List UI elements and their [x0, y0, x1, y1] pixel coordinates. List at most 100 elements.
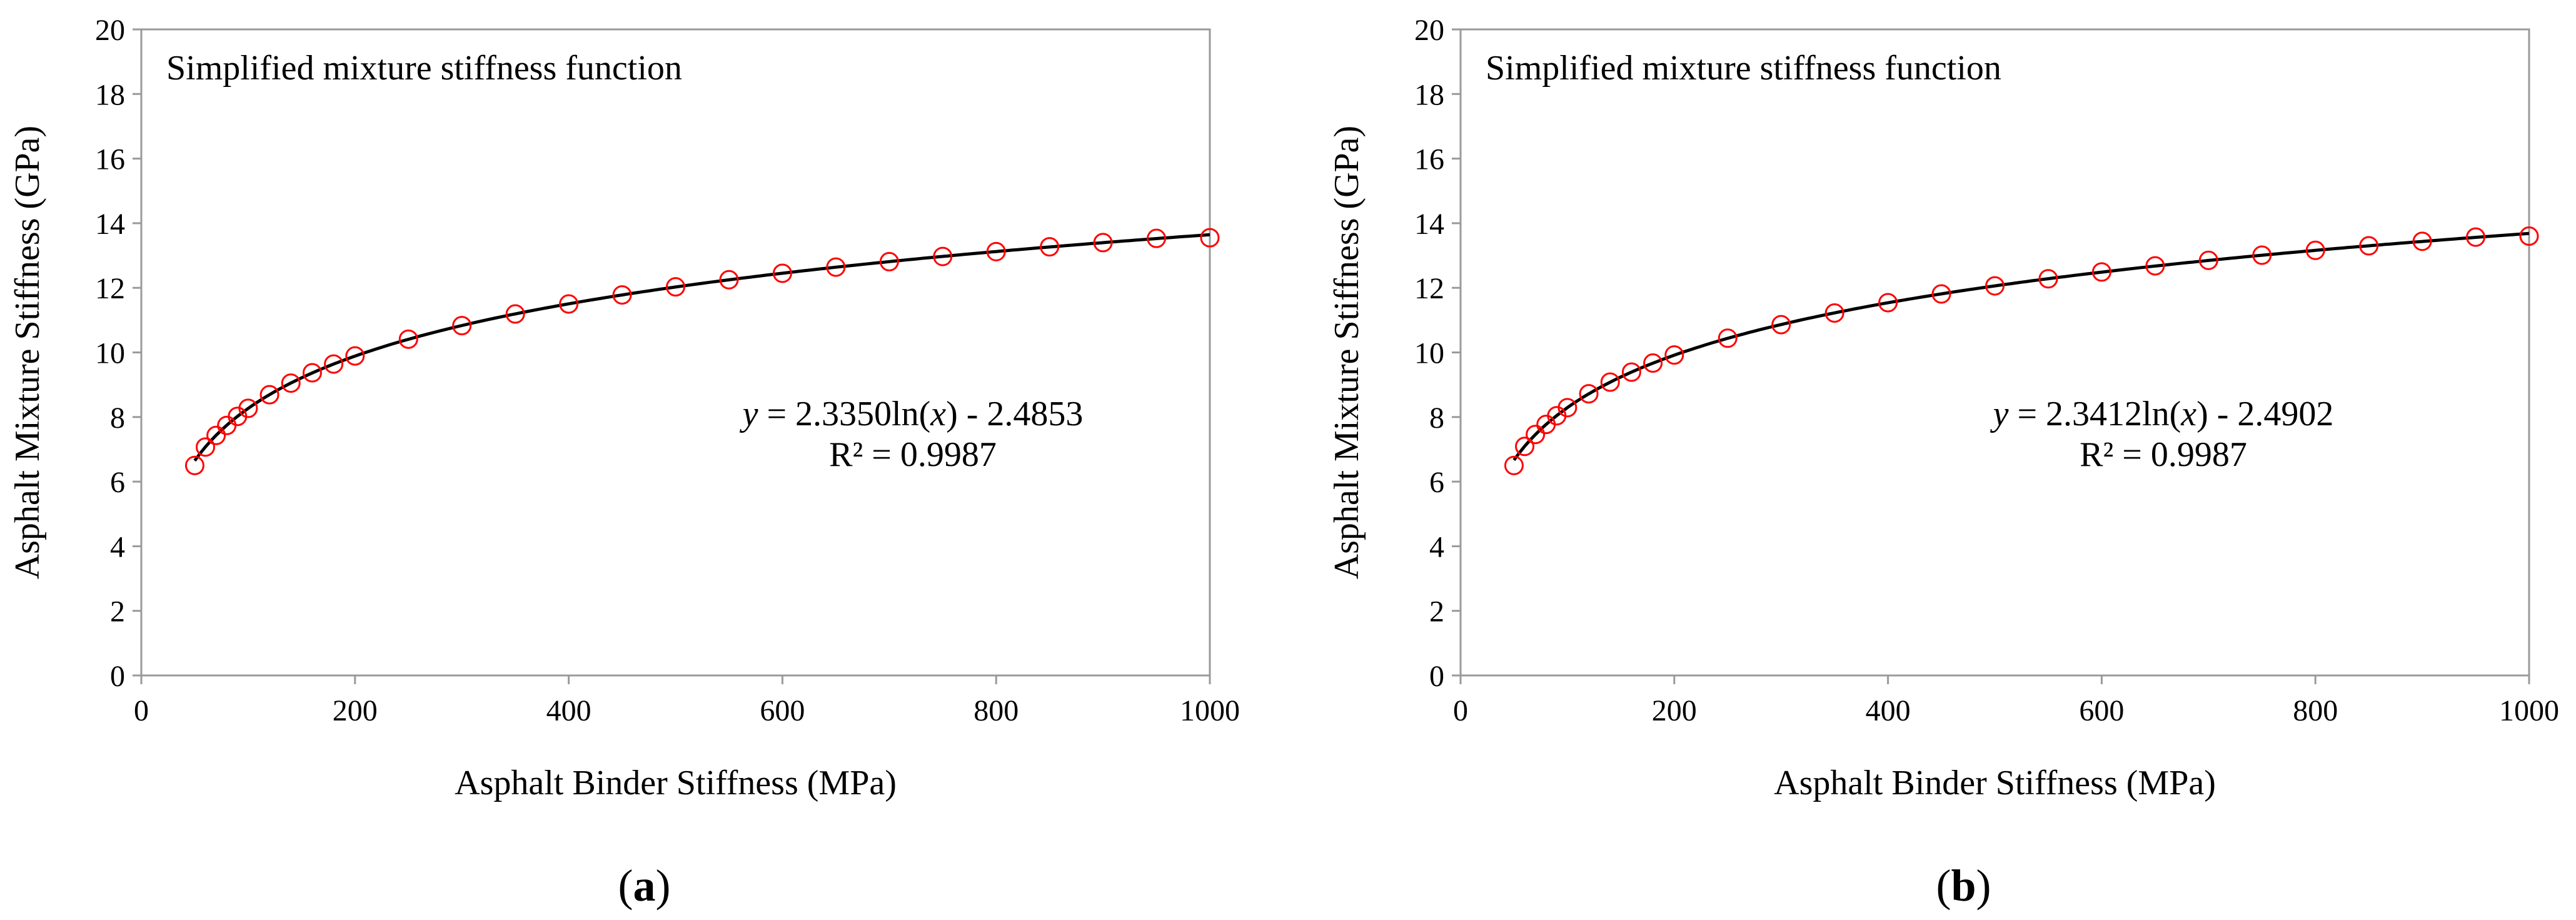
chart-b-x-tick-label: 1000 — [2499, 694, 2559, 727]
chart-a-data-point — [772, 263, 792, 283]
chart-b-data-point — [1515, 437, 1535, 457]
chart-a-panel-label: (a) — [618, 861, 671, 911]
chart-a-data-point — [398, 329, 418, 349]
chart-a-y-tick-label: 12 — [95, 272, 125, 305]
chart-b-y-tick-label: 16 — [1414, 143, 1444, 176]
chart-b-y-tick-label: 4 — [1429, 530, 1444, 564]
chart-a-panel-label-open: ( — [618, 861, 633, 911]
chart-b-y-tick-label: 0 — [1429, 660, 1444, 693]
chart-a-y-tick-label: 8 — [110, 402, 125, 435]
chart-a-x-tick-label: 1000 — [1180, 694, 1240, 727]
chart-b-data-point — [1621, 362, 1641, 382]
chart-b-data-point — [2305, 240, 2325, 260]
chart-b-x-axis-title: Asphalt Binder Stiffness (MPa) — [1774, 764, 2216, 802]
chart-a-data-point — [1147, 228, 1167, 248]
chart-b-x-tick-label: 800 — [2293, 694, 2338, 727]
chart-b-y-tick-label: 20 — [1414, 14, 1444, 47]
chart-a-panel-label-close: ) — [656, 861, 671, 911]
chart-a-x-tick-label: 400 — [546, 694, 591, 727]
chart-b-data-point — [2359, 236, 2379, 256]
chart-b-y-tick-label: 12 — [1414, 272, 1444, 305]
chart-a-y-tick-label: 20 — [95, 14, 125, 47]
chart-b-data-point — [1526, 425, 1546, 445]
chart-b-y-tick-label: 18 — [1414, 78, 1444, 111]
chart-b-equation-x-symbol: x — [2180, 395, 2196, 433]
chart-a-x-tick-label: 800 — [974, 694, 1019, 727]
chart-a-data-point — [505, 304, 525, 324]
chart-b-data-point — [1985, 276, 2005, 296]
chart-b-data-point — [1771, 315, 1791, 335]
chart-a-y-tick-label: 6 — [110, 466, 125, 499]
chart-a-data-point — [612, 285, 632, 305]
chart-b-annotation: Simplified mixture stiffness function — [1486, 49, 2001, 88]
chart-a-data-point — [196, 437, 216, 457]
chart-b-data-point — [1504, 455, 1524, 475]
chart-b-panel-label-close: ) — [1976, 861, 1991, 911]
chart-a-x-tick-label: 600 — [760, 694, 805, 727]
chart-a-data-point — [1200, 228, 1220, 248]
chart-a-equation-x-symbol: x — [930, 395, 946, 433]
chart-a-data-point — [666, 277, 685, 297]
chart-a-y-tick-label: 18 — [95, 78, 125, 111]
chart-b-r-squared: R² = 0.9987 — [2080, 435, 2247, 474]
chart-a-data-point — [452, 316, 472, 336]
chart-a-data-point — [879, 251, 899, 271]
chart-a-annotation: Simplified mixture stiffness function — [166, 49, 682, 88]
chart-b-x-tick-label: 400 — [1866, 694, 1911, 727]
chart-b-data-point — [2198, 250, 2218, 270]
chart-a-x-axis-title: Asphalt Binder Stiffness (MPa) — [455, 764, 897, 802]
chart-a-y-tick-label: 10 — [95, 337, 125, 370]
chart-a-y-tick-label: 16 — [95, 143, 125, 176]
chart-b-panel-label-letter: b — [1951, 861, 1976, 911]
chart-b-equation-tail: ) - 2.4902 — [2196, 395, 2333, 433]
chart-b-x-tick-label: 200 — [1652, 694, 1697, 727]
chart-a-equation-y-symbol: y — [740, 395, 758, 433]
chart-b-data-point — [2466, 227, 2486, 247]
chart-b-equation-y-symbol: y — [1990, 395, 2009, 433]
chart-a-data-point — [986, 241, 1006, 261]
chart-a-data-point — [1040, 237, 1060, 257]
chart-a-r-squared: R² = 0.9987 — [829, 435, 997, 474]
chart-b-data-point — [2145, 256, 2165, 276]
chart-a-x-tick-label: 0 — [134, 694, 149, 727]
chart-b-y-tick-label: 10 — [1414, 337, 1444, 370]
chart-b-panel-label-open: ( — [1936, 861, 1951, 911]
chart-a-data-point — [933, 246, 953, 266]
chart-a-data-point — [281, 373, 301, 393]
chart-a-data-point — [184, 455, 204, 475]
chart-panel-b: 0 2 4 6 8 10 12 14 16 18 20 0 200 400 600 800 1000 Asphal… — [1319, 0, 2576, 920]
chart-a-y-tick-label: 14 — [95, 208, 125, 241]
chart-b-x-tick-label: 0 — [1453, 694, 1468, 727]
chart-b-data-point — [1878, 293, 1898, 313]
chart-b-equation: y = 2.3412ln(x) - 2.4902 — [1990, 395, 2334, 433]
chart-b-data-point — [1931, 284, 1951, 304]
chart-b-data-point — [2412, 231, 2432, 251]
chart-b-data-point — [2252, 245, 2272, 265]
chart-a-data-point — [719, 270, 739, 290]
chart-b-y-tick-label: 8 — [1429, 402, 1444, 435]
chart-b-data-point — [2038, 269, 2058, 289]
chart-b-x-tick-label: 600 — [2079, 694, 2124, 727]
chart-a-equation-tail: ) - 2.4853 — [946, 395, 1083, 433]
chart-b-data-point — [1557, 398, 1577, 418]
chart-b-data-point — [1824, 303, 1844, 323]
chart-a-data-point — [238, 398, 258, 418]
chart-b-data-point — [1643, 353, 1663, 373]
chart-a-y-tick-label: 0 — [110, 660, 125, 693]
chart-a-data-point — [302, 363, 322, 383]
chart-a-equation-rhs: = 2.3350ln( — [758, 395, 930, 433]
chart-a-y-tick-label: 2 — [110, 595, 125, 629]
chart-a-data-point — [324, 354, 344, 374]
chart-b-data-point — [1600, 372, 1620, 392]
chart-b-equation-rhs: = 2.3412ln( — [2008, 395, 2181, 433]
chart-b-y-tick-label: 2 — [1429, 595, 1444, 629]
chart-a-panel-label-letter: a — [633, 861, 656, 911]
chart-b-data-point — [1718, 328, 1738, 348]
chart-b-data-point — [2091, 262, 2111, 282]
chart-b-panel-label: (b) — [1936, 861, 1991, 911]
chart-b-y-tick-label: 6 — [1429, 466, 1444, 499]
chart-b-data-point — [1579, 384, 1599, 404]
chart-panel-a: 0 2 4 6 8 10 12 14 16 18 20 0 200 400 600 800 1000 Asphal… — [8, 14, 1240, 911]
